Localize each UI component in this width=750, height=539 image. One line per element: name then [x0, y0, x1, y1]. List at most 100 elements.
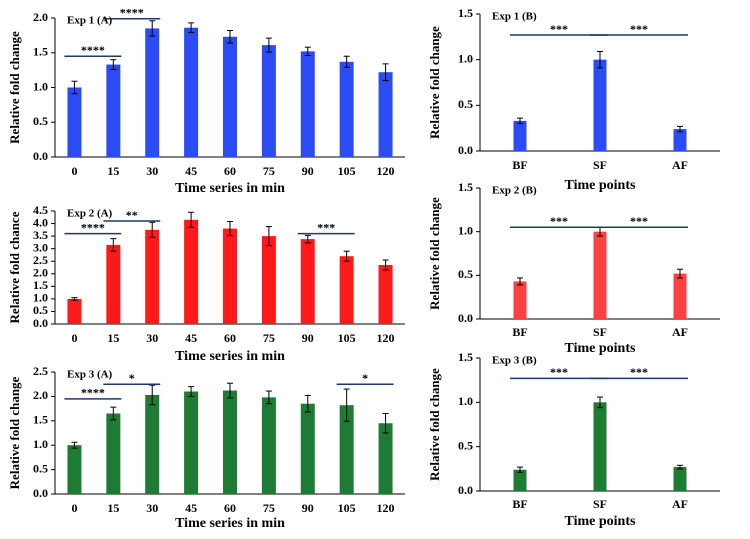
bar [261, 45, 276, 158]
significance-label: *** [630, 365, 648, 379]
y-tick-label: 0.5 [458, 267, 473, 281]
bar [339, 61, 354, 157]
x-tick-label: 105 [338, 501, 356, 515]
significance-label: *** [550, 22, 568, 36]
bar [673, 273, 687, 319]
x-tick-label: 75 [263, 331, 275, 345]
bar [513, 120, 527, 151]
x-tick-label: 30 [146, 331, 158, 345]
bar [67, 298, 82, 324]
chart-title: Exp 2 (A) [67, 208, 113, 220]
bar [184, 391, 199, 494]
y-axis-label: Relative fold change [7, 31, 22, 144]
y-tick-label: 0.0 [33, 486, 48, 500]
y-tick-label: 2.0 [33, 266, 48, 280]
x-tick-label: BF [512, 158, 527, 172]
y-tick-label: 0.0 [33, 316, 48, 330]
x-tick-label: 120 [377, 164, 395, 178]
significance-label: *** [630, 22, 648, 36]
bar [673, 129, 687, 151]
x-tick-label: 15 [107, 501, 119, 515]
significance-label: *** [317, 220, 335, 234]
x-tick-label: 15 [107, 331, 119, 345]
bar [145, 28, 160, 157]
significance-label: *** [550, 365, 568, 379]
y-tick-label: 0.0 [458, 143, 473, 157]
bar [261, 397, 276, 494]
y-axis-label: Relative fold change [7, 376, 22, 489]
bar [513, 469, 527, 491]
y-tick-label: 0.0 [458, 311, 473, 325]
x-tick-label: 75 [263, 501, 275, 515]
y-axis-label: Relative fold change [427, 368, 442, 481]
x-tick-label: 0 [71, 164, 77, 178]
y-tick-label: 1.5 [458, 180, 473, 194]
x-tick-label: 60 [224, 331, 236, 345]
y-tick-label: 1.0 [33, 291, 48, 305]
y-tick-label: 2.5 [33, 253, 48, 267]
y-tick-label: 0.0 [458, 483, 473, 497]
x-tick-label: 120 [377, 501, 395, 515]
bar [184, 219, 199, 324]
x-tick-label: AF [672, 325, 688, 339]
y-tick-label: 1.0 [458, 51, 473, 65]
y-tick-label: 1.5 [33, 413, 48, 427]
y-tick-label: 2.0 [33, 388, 48, 402]
y-tick-label: 4.0 [33, 215, 48, 229]
x-axis-label: Time points [565, 514, 636, 529]
chart-title: Exp 3 (A) [67, 369, 113, 381]
x-axis-label: Time series in min [175, 516, 285, 531]
bar [378, 264, 393, 324]
bar [145, 229, 160, 324]
y-axis-label: Relative fold change [427, 26, 442, 139]
x-tick-label: 30 [146, 164, 158, 178]
x-tick-label: 105 [338, 331, 356, 345]
significance-label: *** [550, 214, 568, 228]
x-axis-label: Time points [565, 341, 636, 356]
x-tick-label: SF [593, 158, 607, 172]
significance-label: * [362, 371, 368, 385]
y-tick-label: 1.0 [458, 394, 473, 408]
x-tick-label: 90 [302, 164, 314, 178]
bar [261, 236, 276, 324]
y-tick-label: 0.5 [33, 114, 48, 128]
x-tick-label: 15 [107, 164, 119, 178]
chart-title: Exp 1 (A) [67, 15, 113, 27]
y-tick-label: 0.5 [458, 97, 473, 111]
x-tick-label: 45 [185, 164, 197, 178]
y-tick-label: 2.5 [33, 364, 48, 378]
y-tick-label: 0.5 [33, 461, 48, 475]
x-axis-label: Time series in min [175, 181, 285, 196]
significance-label: *** [630, 214, 648, 228]
significance-label: **** [81, 220, 105, 234]
y-tick-label: 1.5 [458, 6, 473, 20]
x-tick-label: 45 [185, 331, 197, 345]
x-axis-label: Time points [565, 178, 636, 193]
significance-label: **** [120, 5, 144, 19]
x-tick-label: 105 [338, 164, 356, 178]
x-axis-label: Time series in min [175, 349, 285, 364]
x-tick-label: SF [593, 497, 607, 511]
y-tick-label: 0.5 [33, 303, 48, 317]
bar [513, 281, 527, 319]
bar [378, 423, 393, 494]
bar [145, 394, 160, 494]
y-tick-label: 1.5 [33, 45, 48, 59]
x-tick-label: 60 [224, 164, 236, 178]
significance-label: * [129, 371, 135, 385]
chart-title: Exp 1 (B) [492, 11, 537, 23]
bar [593, 59, 607, 151]
y-tick-label: 2.0 [33, 10, 48, 24]
y-tick-label: 1.5 [458, 350, 473, 364]
bar [106, 244, 121, 324]
significance-label: ** [126, 208, 138, 222]
y-tick-label: 0.5 [458, 438, 473, 452]
significance-label: **** [81, 386, 105, 400]
bar [339, 405, 354, 494]
bar [339, 256, 354, 324]
x-tick-label: 45 [185, 501, 197, 515]
significance-label: **** [81, 43, 105, 57]
y-tick-label: 0.0 [33, 149, 48, 163]
x-tick-label: 90 [302, 331, 314, 345]
